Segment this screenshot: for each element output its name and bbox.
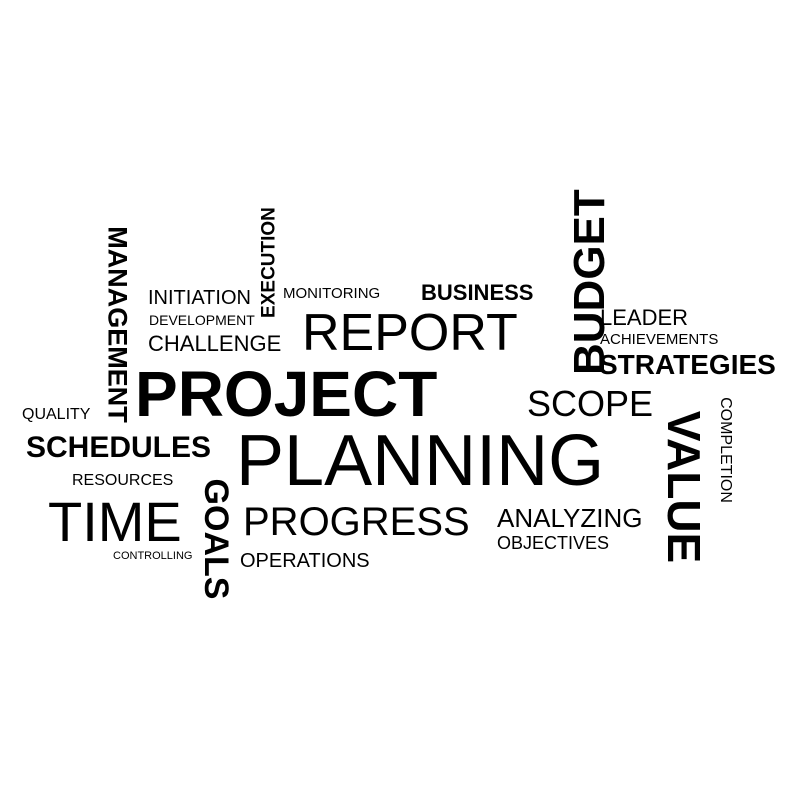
word-time: TIME xyxy=(48,490,182,553)
word-quality: QUALITY xyxy=(22,406,91,423)
word-execution: EXECUTION xyxy=(258,207,280,318)
word-budget: BUDGET xyxy=(565,189,614,375)
word-development: DEVELOPMENT xyxy=(149,312,255,328)
word-scope: SCOPE xyxy=(527,383,654,424)
word-completion: COMPLETION xyxy=(717,397,734,503)
word-project: PROJECT xyxy=(135,358,438,430)
word-planning: PLANNING xyxy=(236,421,605,501)
word-progress: PROGRESS xyxy=(243,500,470,544)
word-achievements: ACHIEVEMENTS xyxy=(600,331,719,348)
word-schedules: SCHEDULES xyxy=(26,431,212,464)
word-leader: LEADER xyxy=(600,305,689,330)
word-operations: OPERATIONS xyxy=(240,550,370,572)
word-objectives: OBJECTIVES xyxy=(497,533,610,553)
word-report: REPORT xyxy=(302,304,518,362)
word-challenge: CHALLENGE xyxy=(148,331,282,356)
word-monitoring: MONITORING xyxy=(283,285,381,302)
word-business: BUSINESS xyxy=(421,280,534,305)
word-resources: RESOURCES xyxy=(72,472,174,489)
word-management: MANAGEMENT xyxy=(102,226,133,423)
word-initiation: INITIATION xyxy=(148,287,251,309)
word-value: VALUE xyxy=(658,410,710,564)
word-goals: GOALS xyxy=(197,478,235,600)
word-controlling: CONTROLLING xyxy=(113,550,193,562)
word-strategies: STRATEGIES xyxy=(599,349,776,380)
word-analyzing: ANALYZING xyxy=(497,503,643,533)
